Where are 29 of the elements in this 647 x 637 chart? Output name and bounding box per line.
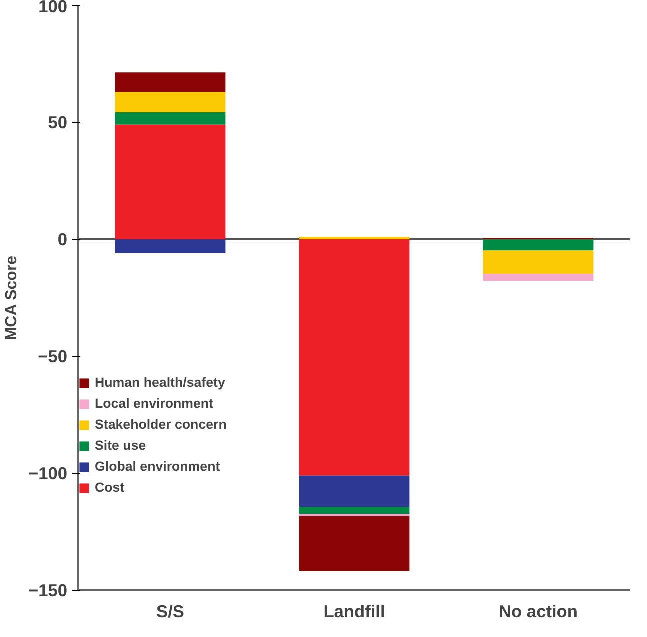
y-tick-label: −100 [28, 464, 68, 484]
y-tick-label: 100 [38, 0, 68, 16]
bar [299, 516, 410, 572]
bar [299, 507, 410, 514]
bar [115, 92, 226, 112]
y-tick-label: −150 [28, 580, 68, 600]
bar [299, 476, 410, 508]
bar [483, 240, 594, 251]
legend-label: Global environment [95, 459, 220, 474]
y-tick-label: 50 [48, 112, 68, 132]
bar [483, 274, 594, 282]
bar [299, 514, 410, 517]
x-tick-label: S/S [156, 602, 184, 622]
legend-label: Cost [95, 480, 125, 495]
bar [115, 124, 226, 240]
bar [115, 72, 226, 92]
legend-label: Stakeholder concern [95, 417, 227, 432]
y-axis-title: MCA Score [3, 256, 20, 341]
x-tick-label: No action [499, 602, 578, 622]
legend-label: Human health/safety [95, 375, 226, 390]
bar [115, 112, 226, 125]
bar [115, 240, 226, 254]
y-tick-label: −50 [38, 346, 68, 366]
legend-label: Local environment [95, 396, 214, 411]
y-tick-label: 0 [58, 230, 68, 250]
bar [483, 250, 594, 274]
x-tick-label: Landfill [324, 602, 386, 622]
bar [299, 240, 410, 476]
legend-label: Site use [95, 438, 146, 453]
